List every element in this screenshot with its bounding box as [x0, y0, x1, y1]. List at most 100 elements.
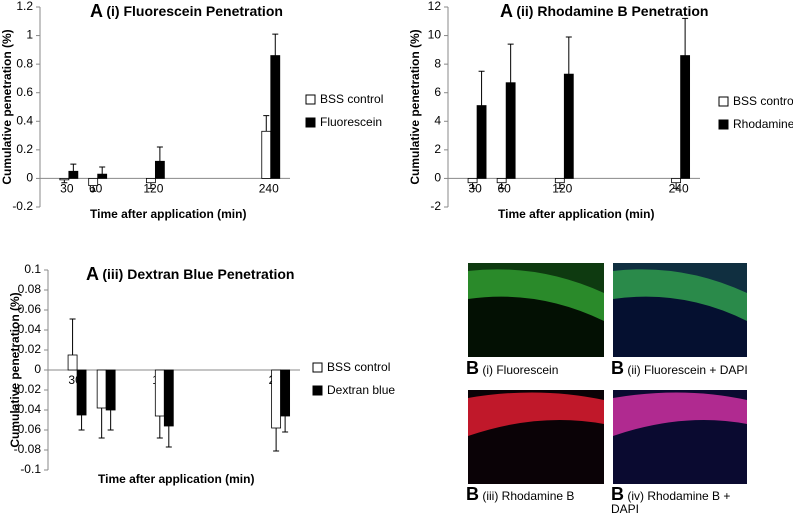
- x-axis-label: Time after application (min): [90, 207, 246, 221]
- legend-swatch: [312, 362, 323, 373]
- error-bar: [156, 146, 163, 162]
- y-axis-label: Cumulative penetration (%): [8, 292, 22, 447]
- y-tick-label: 0.1: [24, 262, 41, 276]
- bar: [97, 173, 108, 179]
- error-bar: [78, 415, 85, 431]
- legend-label: Rhodamine: [733, 117, 793, 131]
- error-bar: [565, 36, 572, 75]
- legend-swatch: [718, 96, 729, 107]
- error-bar: [70, 163, 77, 172]
- legend-label: BSS control: [327, 360, 390, 374]
- title-text: (iii) Dextran Blue Penetration: [102, 266, 294, 282]
- error-bar: [673, 182, 680, 189]
- error-bar: [498, 182, 505, 189]
- panel-label: A: [500, 1, 513, 21]
- panel-label: A: [90, 1, 103, 21]
- bar: [68, 170, 79, 179]
- error-bar: [263, 115, 270, 132]
- y-tick-label: 2: [434, 142, 441, 156]
- caption: B (i) Fluorescein: [466, 358, 559, 378]
- fluorescein-dapi-image: [613, 263, 747, 357]
- bar: [467, 178, 478, 184]
- legend-label: BSS control: [320, 92, 383, 106]
- title-text: (ii) Rhodamine B Penetration: [516, 3, 708, 19]
- y-tick-label: 0.6: [16, 85, 33, 99]
- panel-label: A: [86, 264, 99, 284]
- error-bar: [273, 428, 280, 452]
- y-tick-label: 0.2: [16, 142, 33, 156]
- y-tick-label: -0.06: [14, 422, 42, 436]
- error-bar: [556, 182, 563, 189]
- chart-title: A (i) Fluorescein Penetration: [90, 1, 283, 21]
- title-text: (i) Fluorescein Penetration: [106, 3, 283, 19]
- caption: B (ii) Fluorescein + DAPI: [611, 358, 748, 378]
- y-tick-label: 10: [428, 28, 442, 42]
- bar: [163, 369, 174, 427]
- y-tick-label: 0.04: [18, 322, 42, 336]
- y-tick-label: 4: [434, 113, 441, 127]
- error-bar: [469, 182, 476, 189]
- y-tick-label: 0: [26, 171, 33, 185]
- y-axis-label: Cumulative penetration (%): [0, 29, 14, 184]
- y-tick-label: -0.1: [20, 462, 41, 476]
- y-tick-label: 1: [26, 28, 33, 42]
- y-tick-label: 0.02: [18, 342, 42, 356]
- bar: [88, 178, 99, 186]
- y-tick-label: -0.04: [14, 402, 42, 416]
- y-tick-label: -2: [430, 199, 441, 213]
- legend-swatch: [305, 94, 316, 105]
- bar: [270, 55, 281, 179]
- caption: B (iv) Rhodamine B + DAPI: [611, 484, 731, 514]
- error-bar: [507, 43, 514, 83]
- legend-label: Fluorescein: [320, 115, 382, 129]
- y-tick-label: 0: [434, 171, 441, 185]
- rhodamine-image: [468, 390, 604, 484]
- error-bar: [90, 185, 97, 192]
- fluorescein-image: [468, 263, 604, 357]
- bar: [261, 130, 272, 179]
- error-bar: [99, 166, 106, 175]
- y-axis-label: Cumulative penetration (%): [408, 29, 422, 184]
- bar: [154, 160, 165, 179]
- bar: [671, 178, 682, 184]
- error-bar: [156, 416, 163, 439]
- x-axis-label: Time after application (min): [98, 472, 254, 486]
- bar: [280, 369, 291, 417]
- bar: [59, 178, 70, 181]
- y-tick-label: 0: [34, 362, 41, 376]
- legend-swatch: [305, 117, 316, 128]
- legend-swatch: [718, 119, 729, 130]
- y-tick-label: 0.4: [16, 113, 33, 127]
- bar: [145, 178, 156, 184]
- y-tick-label: 0.08: [18, 282, 42, 296]
- error-bar: [69, 318, 76, 355]
- y-tick-label: -0.02: [14, 382, 42, 396]
- error-bar: [282, 416, 289, 433]
- x-axis-label: Time after application (min): [498, 207, 654, 221]
- legend-label: BSS control: [733, 94, 793, 108]
- bar: [154, 369, 165, 417]
- bar: [496, 178, 507, 184]
- y-tick-label: 0.06: [18, 302, 42, 316]
- caption: B (iii) Rhodamine B: [466, 484, 575, 504]
- rhodamine-dapi-image: [613, 390, 747, 484]
- y-tick-label: 0.8: [16, 56, 33, 70]
- bar: [563, 73, 574, 179]
- bar: [76, 369, 87, 416]
- y-tick-label: 12: [428, 0, 442, 13]
- chart-title: A (iii) Dextran Blue Penetration: [86, 264, 295, 284]
- bar: [67, 354, 78, 371]
- bar: [505, 82, 516, 179]
- bar: [680, 55, 691, 179]
- error-bar: [478, 70, 485, 106]
- y-tick-label: 6: [434, 85, 441, 99]
- bar: [105, 369, 116, 411]
- bar: [554, 178, 565, 184]
- y-tick-label: 1.2: [16, 0, 33, 13]
- error-bar: [98, 408, 105, 439]
- error-bar: [682, 17, 689, 56]
- legend-swatch: [312, 385, 323, 396]
- error-bar: [61, 179, 68, 184]
